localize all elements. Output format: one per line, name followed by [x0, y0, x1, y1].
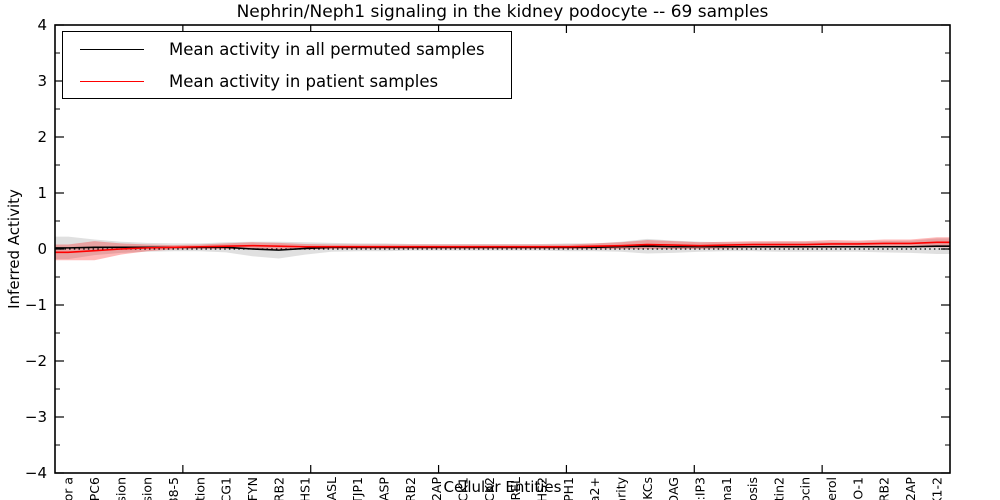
x-category-label: Nephrin/NEPH1/podocin/GRB2 [877, 477, 892, 500]
y-tick-label: 3 [37, 72, 47, 90]
x-category-label: mol:DAG [666, 477, 681, 500]
x-category-label: Nephrin/NEPH1/podocin/NCK1-2/N-WASP [377, 477, 392, 500]
x-category-label: PLCG1 [219, 477, 234, 500]
x-category-label: mol:IP3 [692, 477, 707, 500]
y-tick-label: −3 [25, 408, 47, 426]
x-category-label: GRB2 [403, 477, 418, 500]
patient-mean-line [55, 241, 950, 254]
x-category-label: cytoskeleton organization [192, 477, 207, 500]
x-axis-label: Cellular Entities [443, 478, 562, 496]
x-category-label: NCK1 [456, 477, 471, 500]
x-category-label: regulation of endocytosis [745, 477, 760, 500]
y-tick-label: 4 [37, 16, 47, 34]
y-tick-label: 0 [37, 240, 47, 258]
x-category-label: Nephrin/NEPH1/podocin/Cholesterol [824, 477, 839, 500]
x-category-label: NCK2 [482, 477, 497, 500]
x-category-label: heterophilic cell adhesion [113, 477, 128, 500]
x-category-label: positive regulation of NF-kappaB transcr… [61, 477, 76, 500]
x-category-label: mol:Ca2+ [587, 477, 602, 500]
x-category-label: Nephrin/NEPH1/podocin [798, 477, 813, 500]
y-tick-label: 2 [37, 128, 47, 146]
x-category-label: FYN [245, 477, 260, 500]
y-tick-label: −4 [25, 464, 47, 482]
x-category-label: TRPC6 [87, 477, 102, 500]
y-tick-label: 1 [37, 184, 47, 202]
patient-line-swatch [80, 80, 144, 82]
x-category-label: Nephrin/NEPH1 [561, 477, 576, 500]
x-category-label: TJP1 [350, 477, 365, 500]
x-category-label: NPHS1 [298, 477, 313, 500]
x-category-label: NPHS2 [534, 477, 549, 500]
x-category-label: Nephrin/NEPH1Par3/Par6/Atypical PKCs [640, 477, 655, 500]
x-category-label: Nephrin/NEPH1/podocin/NCK1-2 [929, 477, 944, 500]
x-category-label: ARRB2 [271, 477, 286, 500]
x-category-label: ChemicalAbstracts:57-88-5 [166, 477, 181, 500]
legend-label-permuted: Mean activity in all permuted samples [169, 39, 485, 59]
legend-entry-permuted: Mean activity in all permuted samples [63, 33, 511, 65]
y-tick-label: −1 [25, 296, 47, 314]
chart-title: Nephrin/Neph1 signaling in the kidney po… [236, 2, 769, 22]
x-category-label: CD2AP [429, 477, 444, 500]
legend-label-patient: Mean activity in patient samples [169, 71, 439, 91]
x-category-label: KIRREL [508, 477, 523, 500]
x-category-label: WASL [324, 477, 339, 500]
legend: Mean activity in all permuted samples Me… [62, 31, 512, 99]
x-category-label: homophilic cell adhesion [140, 477, 155, 500]
x-category-label: Nephrin/NEPH1/beta Arrestin2 [771, 477, 786, 500]
permuted-line-swatch [80, 48, 144, 50]
x-category-label: Nephrin/NEPH1/ZO-1 [850, 477, 865, 500]
x-category-label: Nephrin/NEPH1/podocin/PLCgamma1 [719, 477, 734, 500]
x-category-label: establishment of cell polarity [613, 476, 628, 500]
y-tick-label: −2 [25, 352, 47, 370]
legend-entry-patient: Mean activity in patient samples [63, 65, 511, 97]
x-category-label: Nephrin/NEPH1/podocin/CD2AP [903, 477, 918, 500]
